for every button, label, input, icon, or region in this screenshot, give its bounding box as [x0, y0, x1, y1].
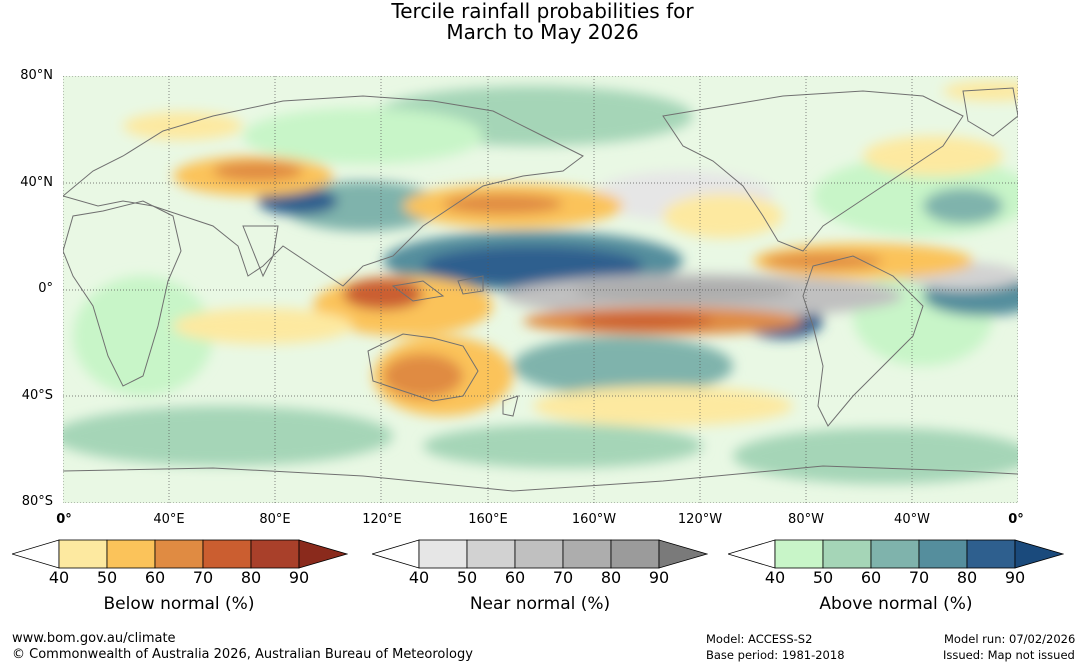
- colorbar-bin-80: [610, 539, 660, 569]
- footer-base-period: Base period: 1981-2018: [706, 648, 845, 662]
- colorbar-bin-80: [966, 539, 1016, 569]
- tick-60: 60: [504, 568, 526, 587]
- lon-label-40e: 40°E: [153, 512, 185, 527]
- colorbar-below-normal: [12, 539, 348, 569]
- tick-70: 70: [552, 568, 574, 587]
- colorbar-bin-50: [822, 539, 872, 569]
- lon-label-0-left: 0°: [56, 512, 72, 527]
- colorbar-label-below: Below normal (%): [103, 594, 255, 614]
- colorbar-bin-50: [106, 539, 156, 569]
- footer-issued: Issued: Map not issued: [943, 648, 1075, 662]
- tick-90: 90: [648, 568, 670, 587]
- tick-50: 50: [812, 568, 834, 587]
- colorbar-max-extend: [298, 539, 348, 569]
- footer-model-run: Model run: 07/02/2026: [944, 632, 1076, 646]
- tick-90: 90: [1004, 568, 1026, 587]
- colorbar-near-normal: [372, 539, 708, 569]
- tick-80: 80: [240, 568, 262, 587]
- rainfall-probability-map: [63, 76, 1018, 503]
- tick-80: 80: [956, 568, 978, 587]
- colorbar-bin-40: [418, 539, 468, 569]
- colorbar-min-extend: [12, 539, 60, 569]
- footer-copyright: © Commonwealth of Australia 2026, Austra…: [12, 647, 473, 662]
- coastlines: [63, 87, 1018, 492]
- colorbar-bin-40: [774, 539, 824, 569]
- tick-40: 40: [48, 568, 70, 587]
- lon-label-80w: 80°W: [788, 512, 824, 527]
- lon-label-120w: 120°W: [677, 512, 723, 527]
- graticule: [63, 76, 1018, 503]
- tick-80: 80: [600, 568, 622, 587]
- colorbar-max-extend: [658, 539, 708, 569]
- tick-70: 70: [192, 568, 214, 587]
- colorbar-bin-70: [202, 539, 252, 569]
- footer-model: Model: ACCESS-S2: [706, 632, 813, 646]
- colorbar-label-above: Above normal (%): [819, 594, 973, 614]
- probability-field: [63, 81, 1018, 484]
- lat-label-40s: 40°S: [21, 388, 53, 403]
- lat-label-40n: 40°N: [20, 175, 53, 190]
- colorbar-above-normal: [728, 539, 1064, 569]
- lat-label-80s: 80°S: [21, 494, 53, 509]
- colorbar-bin-50: [466, 539, 516, 569]
- chart-title-line1: Tercile rainfall probabilities for: [391, 0, 694, 23]
- tick-60: 60: [860, 568, 882, 587]
- colorbar-min-extend: [372, 539, 420, 569]
- lon-label-40w: 40°W: [894, 512, 930, 527]
- lat-label-equator: 0°: [38, 281, 53, 296]
- colorbar-bin-70: [918, 539, 968, 569]
- colorbar-bin-70: [562, 539, 612, 569]
- lon-label-80e: 80°E: [259, 512, 291, 527]
- lon-label-120e: 120°E: [362, 512, 402, 527]
- tick-40: 40: [764, 568, 786, 587]
- colorbar-max-extend: [1014, 539, 1064, 569]
- colorbar-bin-60: [514, 539, 564, 569]
- footer-website[interactable]: www.bom.gov.au/climate: [12, 631, 176, 646]
- colorbar-bin-60: [154, 539, 204, 569]
- tick-60: 60: [144, 568, 166, 587]
- colorbar-label-near: Near normal (%): [469, 594, 611, 614]
- chart-title-line2: March to May 2026: [446, 20, 639, 44]
- colorbar-bin-80: [250, 539, 300, 569]
- tick-70: 70: [908, 568, 930, 587]
- lon-label-160w: 160°W: [571, 512, 617, 527]
- lon-label-0-right: 0°: [1008, 512, 1024, 527]
- tick-50: 50: [96, 568, 118, 587]
- tick-40: 40: [408, 568, 430, 587]
- colorbar-bin-60: [870, 539, 920, 569]
- colorbar-bin-40: [58, 539, 108, 569]
- tick-50: 50: [456, 568, 478, 587]
- tick-90: 90: [288, 568, 310, 587]
- lat-label-80n: 80°N: [20, 68, 53, 83]
- lon-label-160e: 160°E: [468, 512, 508, 527]
- colorbar-min-extend: [728, 539, 776, 569]
